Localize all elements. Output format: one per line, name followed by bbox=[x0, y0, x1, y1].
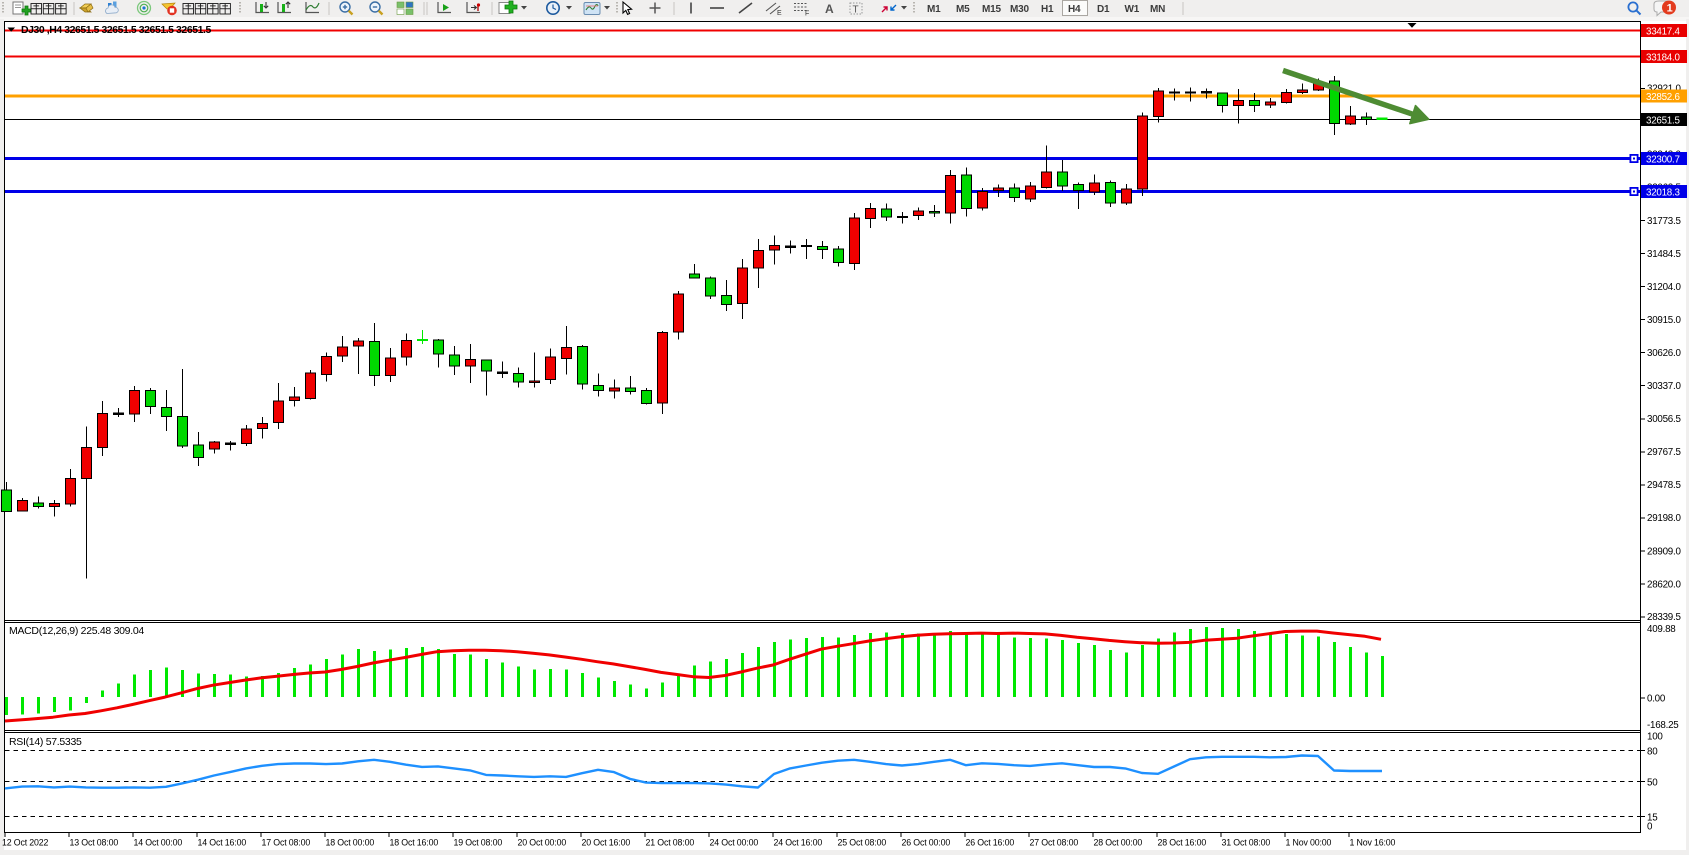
svg-text:0.00: 0.00 bbox=[1647, 693, 1666, 704]
svg-text:26 Oct 00:00: 26 Oct 00:00 bbox=[902, 838, 951, 848]
svg-text:1: 1 bbox=[1667, 2, 1673, 14]
svg-text:MACD(12,26,9) 225.48 309.04: MACD(12,26,9) 225.48 309.04 bbox=[9, 625, 144, 637]
svg-text:409.88: 409.88 bbox=[1647, 624, 1676, 635]
svg-text:DJ30 ,H4 32651.5 32651.5 3265: DJ30 ,H4 32651.5 32651.5 32651.5 32651.5 bbox=[21, 24, 211, 36]
svg-text:12 Oct 2022: 12 Oct 2022 bbox=[2, 838, 49, 848]
svg-text:17 Oct 08:00: 17 Oct 08:00 bbox=[262, 838, 311, 848]
svg-text:32300.7: 32300.7 bbox=[1646, 154, 1680, 165]
svg-text:32921.0: 32921.0 bbox=[1647, 84, 1681, 95]
svg-text:14 Oct 16:00: 14 Oct 16:00 bbox=[198, 838, 247, 848]
svg-text:T: T bbox=[853, 5, 859, 16]
svg-text:30056.5: 30056.5 bbox=[1647, 414, 1681, 425]
svg-text:MN: MN bbox=[1150, 4, 1165, 15]
svg-text:33417.4: 33417.4 bbox=[1646, 26, 1680, 37]
svg-text:50: 50 bbox=[1647, 777, 1658, 788]
svg-text:14 Oct 00:00: 14 Oct 00:00 bbox=[134, 838, 183, 848]
svg-text:32852.6: 32852.6 bbox=[1646, 92, 1680, 103]
svg-text:31773.5: 31773.5 bbox=[1647, 216, 1681, 227]
svg-text:29478.5: 29478.5 bbox=[1647, 480, 1681, 491]
svg-text:31484.5: 31484.5 bbox=[1647, 249, 1681, 260]
svg-text:18 Oct 16:00: 18 Oct 16:00 bbox=[390, 838, 439, 848]
svg-text:26 Oct 16:00: 26 Oct 16:00 bbox=[966, 838, 1015, 848]
svg-text:15: 15 bbox=[1647, 812, 1658, 823]
svg-text:1 Nov 00:00: 1 Nov 00:00 bbox=[1286, 838, 1332, 848]
svg-text:20 Oct 00:00: 20 Oct 00:00 bbox=[518, 838, 567, 848]
svg-text:28909.0: 28909.0 bbox=[1647, 546, 1681, 557]
svg-text:1 Nov 16:00: 1 Nov 16:00 bbox=[1350, 838, 1396, 848]
svg-text:M5: M5 bbox=[956, 4, 970, 15]
svg-text:28339.5: 28339.5 bbox=[1647, 612, 1681, 623]
svg-text:M30: M30 bbox=[1010, 4, 1029, 15]
svg-text:21 Oct 08:00: 21 Oct 08:00 bbox=[646, 838, 695, 848]
svg-text:19 Oct 08:00: 19 Oct 08:00 bbox=[454, 838, 503, 848]
svg-text:M15: M15 bbox=[982, 4, 1001, 15]
svg-text:28620.0: 28620.0 bbox=[1647, 579, 1681, 590]
svg-text:100: 100 bbox=[1647, 732, 1663, 743]
svg-text:29767.5: 29767.5 bbox=[1647, 447, 1681, 458]
svg-text:M1: M1 bbox=[927, 4, 941, 15]
svg-text:RSI(14) 57.5335: RSI(14) 57.5335 bbox=[9, 736, 82, 748]
svg-text:30337.0: 30337.0 bbox=[1647, 381, 1681, 392]
svg-text:31 Oct 08:00: 31 Oct 08:00 bbox=[1222, 838, 1271, 848]
svg-text:32018.3: 32018.3 bbox=[1646, 187, 1680, 198]
svg-text:30915.0: 30915.0 bbox=[1647, 315, 1681, 326]
svg-text:24 Oct 16:00: 24 Oct 16:00 bbox=[774, 838, 823, 848]
svg-text:W1: W1 bbox=[1125, 4, 1140, 15]
svg-text:20 Oct 16:00: 20 Oct 16:00 bbox=[582, 838, 631, 848]
svg-text:27 Oct 08:00: 27 Oct 08:00 bbox=[1030, 838, 1079, 848]
svg-text:F: F bbox=[805, 11, 809, 18]
svg-text:0: 0 bbox=[1647, 821, 1653, 832]
svg-text:32651.5: 32651.5 bbox=[1646, 115, 1680, 126]
svg-text:D1: D1 bbox=[1097, 4, 1110, 15]
svg-text:80: 80 bbox=[1647, 746, 1658, 757]
svg-text:28 Oct 16:00: 28 Oct 16:00 bbox=[1158, 838, 1207, 848]
svg-text:24 Oct 00:00: 24 Oct 00:00 bbox=[710, 838, 759, 848]
svg-text:28 Oct 00:00: 28 Oct 00:00 bbox=[1094, 838, 1143, 848]
svg-text:30626.0: 30626.0 bbox=[1647, 348, 1681, 359]
svg-text:31204.0: 31204.0 bbox=[1647, 282, 1681, 293]
svg-text:-168.25: -168.25 bbox=[1647, 720, 1679, 731]
svg-text:H1: H1 bbox=[1041, 4, 1054, 15]
svg-text:E: E bbox=[777, 10, 782, 17]
svg-text:25 Oct 08:00: 25 Oct 08:00 bbox=[838, 838, 887, 848]
svg-text:A: A bbox=[825, 2, 834, 16]
svg-text:29198.0: 29198.0 bbox=[1647, 513, 1681, 524]
svg-text:H4: H4 bbox=[1068, 4, 1081, 15]
svg-text:18 Oct 00:00: 18 Oct 00:00 bbox=[326, 838, 375, 848]
svg-text:13 Oct 08:00: 13 Oct 08:00 bbox=[70, 838, 119, 848]
svg-text:33184.0: 33184.0 bbox=[1646, 52, 1680, 63]
